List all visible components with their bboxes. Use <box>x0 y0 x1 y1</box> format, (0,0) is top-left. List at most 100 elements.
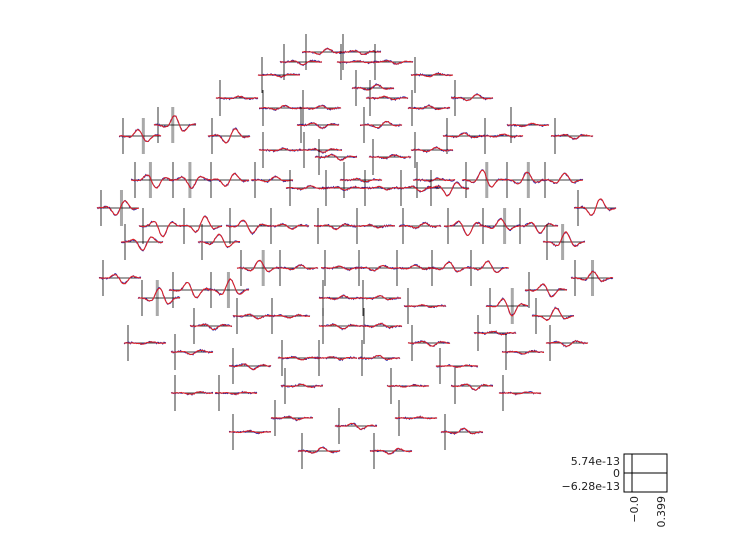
channel-axis <box>570 260 614 296</box>
channel-trace-blue <box>250 175 294 184</box>
channel-trace-red <box>279 60 323 66</box>
channel-trace-blue <box>357 354 401 361</box>
channel-trace-blue <box>318 323 362 331</box>
scale-xtick-start: −0.0 <box>628 496 641 523</box>
channel-trace-blue <box>299 147 343 154</box>
scale-ytick-max: 5.74e-13 <box>571 455 620 468</box>
channel-trace-blue <box>339 177 383 183</box>
channel-trace-red <box>137 287 181 305</box>
channel-axis <box>370 44 414 80</box>
channel-axis <box>215 80 259 116</box>
channel-trace-blue <box>120 236 164 252</box>
channel-trace-red <box>398 222 442 229</box>
channel-trace-red <box>440 427 484 435</box>
channel-axis <box>531 298 575 334</box>
channel-trace-red <box>428 261 471 273</box>
channel-axis <box>354 250 398 286</box>
channel-axis <box>225 208 269 244</box>
channel-axis <box>442 118 486 154</box>
channel-axis <box>461 162 505 198</box>
channel-trace-red <box>386 384 430 388</box>
channel-trace-red <box>123 341 167 345</box>
channel-trace-red <box>322 186 365 191</box>
channel-trace-red <box>138 220 182 238</box>
channel-axis <box>130 162 174 198</box>
channel-axis <box>410 132 454 168</box>
channel-trace-red <box>351 84 395 91</box>
channel-trace-red <box>277 356 321 361</box>
channel-axis <box>542 224 586 260</box>
channel-axis <box>501 334 545 370</box>
channel-axis <box>550 118 594 154</box>
channel-axis <box>298 90 342 126</box>
channel-axis <box>545 325 589 361</box>
channel-trace-red <box>365 95 409 101</box>
channel-axis <box>258 90 302 126</box>
channel-trace-red <box>318 295 362 300</box>
channel-axis <box>365 80 409 116</box>
channel-trace-red <box>214 391 258 396</box>
channel-axis <box>206 272 250 308</box>
channel-trace-red <box>501 350 544 355</box>
channel-trace-blue <box>396 185 440 193</box>
channel-trace-red <box>442 132 486 139</box>
channel-trace-red <box>131 174 174 189</box>
channel-axis <box>236 250 280 286</box>
channel-axis <box>301 34 345 70</box>
channel-trace-red <box>334 422 377 431</box>
channel-trace-red <box>298 104 342 110</box>
channel-axis <box>440 414 484 450</box>
channel-trace-red <box>359 322 403 329</box>
channel-trace-red <box>225 219 269 234</box>
channel-trace-red <box>120 236 164 251</box>
channel-trace-blue <box>540 172 584 185</box>
channel-axis <box>368 139 412 175</box>
channel-trace-red <box>96 200 140 216</box>
channel-trace-red <box>171 391 214 395</box>
channel-trace-blue <box>359 322 403 330</box>
channel-axis <box>485 288 529 324</box>
channel-trace-red <box>280 383 323 388</box>
channel-axis <box>228 414 272 450</box>
channel-trace-red <box>467 260 510 273</box>
channel-trace-red <box>370 59 414 65</box>
channel-axis <box>428 250 471 286</box>
channel-trace-red <box>545 340 588 347</box>
channel-axis <box>407 90 451 126</box>
channel-trace-red <box>236 259 280 272</box>
channel-trace-red <box>543 231 586 247</box>
channel-trace-red <box>207 128 251 144</box>
channel-trace-red <box>479 217 522 231</box>
channel-trace-blue <box>466 260 510 274</box>
channel-axis <box>299 132 343 168</box>
channel-trace-red <box>275 264 319 271</box>
channel-trace-red <box>410 146 454 153</box>
channel-axis <box>313 208 357 244</box>
channel-trace-red <box>338 50 382 56</box>
channel-axis <box>498 375 542 411</box>
channel-trace-red <box>394 415 438 420</box>
channel-trace-red <box>229 363 272 371</box>
channel-axis <box>297 433 341 469</box>
channel-trace-red <box>354 264 398 272</box>
channel-trace-red <box>153 115 197 132</box>
channel-trace-red <box>296 122 340 129</box>
channel-axis <box>168 162 212 198</box>
channel-axis <box>207 118 251 154</box>
channel-trace-red <box>297 446 341 454</box>
channel-axis <box>267 298 311 334</box>
scale-ytick-min: −6.28e-13 <box>562 480 620 493</box>
channel-axis <box>479 208 522 244</box>
channel-axis <box>473 315 517 351</box>
channel-trace-blue <box>297 446 341 454</box>
channel-trace-red <box>228 429 271 434</box>
channel-axis <box>506 107 550 143</box>
channel-axis <box>450 80 494 116</box>
channel-axis <box>214 375 258 411</box>
channel-trace-blue <box>225 219 269 236</box>
channel-trace-red <box>573 198 617 216</box>
channel-axis <box>314 340 358 376</box>
channel-axis <box>206 162 250 198</box>
channel-axis <box>314 139 358 175</box>
channel-trace-red <box>314 153 358 161</box>
